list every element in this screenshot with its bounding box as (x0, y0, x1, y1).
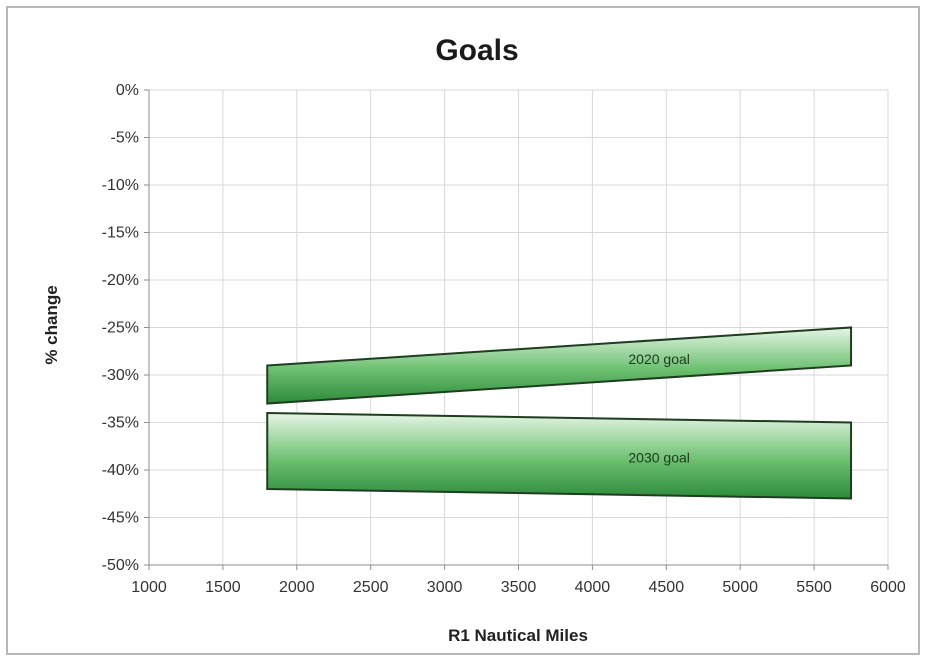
chart-title: Goals (435, 34, 518, 67)
x-tick-label: 5500 (796, 579, 832, 596)
goal-band-2 (266, 411, 853, 500)
y-tick-label: 0% (116, 82, 139, 99)
y-tick-label: -45% (102, 510, 139, 527)
y-tick-label: -15% (102, 225, 139, 242)
y-tick-label: -10% (102, 177, 139, 194)
x-tick-label: 2500 (353, 579, 389, 596)
y-axis-title: % change (42, 285, 61, 364)
x-tick-label: 1000 (131, 579, 167, 596)
band-layer: 2020 goal 2030 goal (266, 326, 853, 500)
x-tick-label: 6000 (870, 579, 906, 596)
y-tick-label: -20% (102, 272, 139, 289)
y-tick-label: -5% (111, 130, 139, 147)
y-tick-label: -35% (102, 415, 139, 432)
goal-band-1 (266, 326, 853, 405)
x-tick-label: 3000 (427, 579, 463, 596)
goals-chart: Goals 2020 goal 2030 goal 1000 1500 2000 250… (42, 34, 906, 645)
goal-band-label-2: 2030 goal (628, 449, 690, 465)
y-tick-label: -30% (102, 367, 139, 384)
goal-band-label-1: 2020 goal (628, 351, 690, 367)
x-tick-label: 2000 (279, 579, 315, 596)
x-tick-label: 4000 (575, 579, 611, 596)
y-tick-label: -40% (102, 462, 139, 479)
x-tick-label: 4500 (649, 579, 685, 596)
x-tick-label: 3500 (501, 579, 537, 596)
y-tick-label: -25% (102, 320, 139, 337)
x-tick-label: 1500 (205, 579, 241, 596)
y-tick-label: -50% (102, 557, 139, 574)
chart-frame: Goals 2020 goal 2030 goal 1000 1500 2000 250… (6, 6, 920, 655)
x-tick-label: 5000 (722, 579, 758, 596)
x-axis-title: R1 Nautical Miles (448, 626, 588, 645)
tick-layer: 1000 1500 2000 2500 3000 3500 4000 4500 5000 5500… (102, 82, 906, 596)
